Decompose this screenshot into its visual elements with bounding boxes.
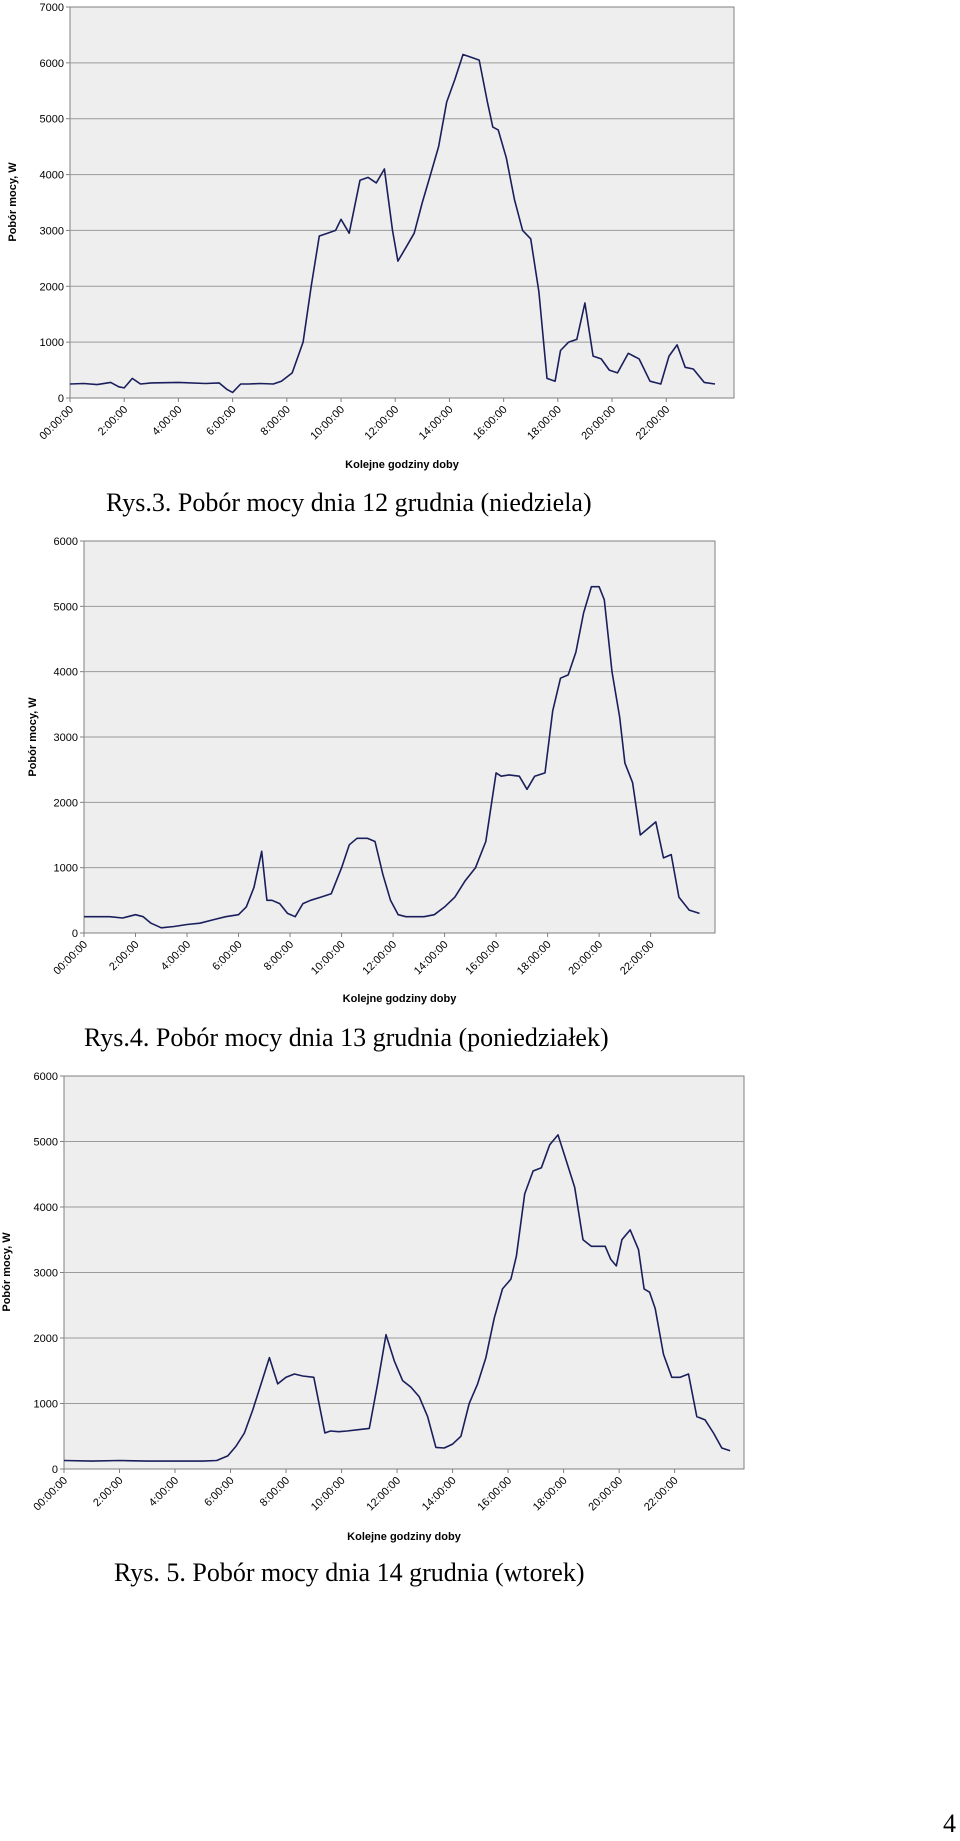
- y-tick-label: 5000: [54, 601, 78, 613]
- x-tick-label: 14:00:00: [417, 404, 456, 443]
- x-tick-label: 4:00:00: [150, 404, 184, 438]
- x-tick-label: 8:00:00: [262, 939, 296, 973]
- x-tick-label: 16:00:00: [471, 404, 510, 443]
- x-tick-label: 20:00:00: [566, 939, 605, 978]
- x-tick-label: 8:00:00: [258, 1475, 292, 1509]
- y-tick-label: 4000: [34, 1202, 58, 1214]
- x-tick-label: 00:00:00: [37, 404, 76, 443]
- power-series-line: [84, 585, 700, 929]
- chart-dec-12: 0 1000 2000 3000 4000 5000 6000 7000 00:00:00 2:0…: [0, 0, 960, 517]
- chart-caption: Rys.4. Pobór mocy dnia 13 grudnia (ponie…: [84, 1023, 609, 1052]
- x-tick-label: 20:00:00: [579, 404, 618, 443]
- y-tick-label: 4000: [40, 170, 64, 182]
- y-tick-label: 3000: [34, 1268, 58, 1280]
- x-tick-label: 10:00:00: [308, 404, 347, 443]
- x-tick-label: 12:00:00: [360, 939, 399, 978]
- x-tick-label: 6:00:00: [204, 404, 238, 438]
- x-tick-label: 18:00:00: [525, 404, 564, 443]
- x-tick-label: 12:00:00: [363, 404, 402, 443]
- x-tick-label: 00:00:00: [51, 939, 90, 978]
- x-tick-label: 4:00:00: [159, 939, 193, 973]
- plot-area: [69, 6, 735, 399]
- x-tick-label: 18:00:00: [515, 939, 554, 978]
- y-tick-label: 4000: [54, 667, 78, 679]
- x-tick-label: 18:00:00: [531, 1475, 570, 1514]
- x-tick-label: 6:00:00: [210, 939, 244, 973]
- x-tick-label: 4:00:00: [147, 1475, 181, 1509]
- y-tick-label: 6000: [54, 536, 78, 548]
- chart-svg: 0 1000 2000 3000 4000 5000 6000 00:00:00 2:00:00…: [1, 1071, 745, 1543]
- y-tick-label: 2000: [40, 281, 64, 293]
- x-axis-title: Kolejne godziny doby: [347, 1531, 462, 1543]
- x-tick-label: 16:00:00: [475, 1475, 514, 1514]
- x-tick-label: 12:00:00: [364, 1475, 403, 1514]
- y-tick-label: 6000: [40, 58, 64, 70]
- x-tick-label: 8:00:00: [258, 404, 292, 438]
- y-tick-label: 1000: [54, 863, 78, 875]
- x-tick-label: 22:00:00: [634, 404, 673, 443]
- y-tick-label: 1000: [40, 337, 64, 349]
- y-tick-label: 6000: [34, 1071, 58, 1083]
- y-tick-label: 5000: [34, 1137, 58, 1149]
- x-tick-label: 6:00:00: [202, 1475, 236, 1509]
- chart-caption: Rys. 5. Pobór mocy dnia 14 grudnia (wtor…: [114, 1558, 585, 1587]
- y-tick-label: 0: [58, 393, 64, 405]
- y-tick-label: 2000: [54, 797, 78, 809]
- power-series-line: [63, 1134, 731, 1462]
- x-tick-label: 14:00:00: [420, 1475, 459, 1514]
- x-axis-title: Kolejne godziny doby: [345, 459, 460, 471]
- power-series-line: [69, 53, 716, 394]
- x-tick-label: 10:00:00: [309, 939, 348, 978]
- y-tick-label: 1000: [34, 1399, 58, 1411]
- chart-svg: 0 1000 2000 3000 4000 5000 6000 00:00:00 2:00:00…: [27, 536, 716, 1005]
- x-tick-label: 10:00:00: [309, 1475, 348, 1514]
- x-tick-label: 2:00:00: [107, 939, 141, 973]
- chart-dec-14: 0 1000 2000 3000 4000 5000 6000 00:00:00 2:00:00…: [0, 1065, 960, 1587]
- x-tick-label: 22:00:00: [642, 1475, 681, 1514]
- y-tick-label: 0: [72, 928, 78, 940]
- y-tick-label: 2000: [34, 1333, 58, 1345]
- chart-dec-13: 0 1000 2000 3000 4000 5000 6000 00:00:00 2:00:00…: [0, 530, 960, 1052]
- chart-caption: Rys.3. Pobór mocy dnia 12 grudnia (niedz…: [106, 488, 592, 517]
- x-tick-label: 22:00:00: [618, 939, 657, 978]
- x-tick-label: 14:00:00: [412, 939, 451, 978]
- x-tick-label: 2:00:00: [91, 1475, 125, 1509]
- x-tick-label: 20:00:00: [586, 1475, 625, 1514]
- y-tick-label: 5000: [40, 114, 64, 126]
- y-tick-label: 3000: [40, 225, 64, 237]
- x-tick-label: 16:00:00: [463, 939, 502, 978]
- page-number: 4: [943, 1809, 956, 1838]
- chart-svg: 0 1000 2000 3000 4000 5000 6000 7000 00:00:00 2:0…: [7, 2, 735, 471]
- y-tick-label: 0: [52, 1464, 58, 1476]
- x-tick-label: 00:00:00: [31, 1475, 70, 1514]
- x-tick-label: 2:00:00: [96, 404, 130, 438]
- x-axis-title: Kolejne godziny doby: [343, 993, 458, 1005]
- y-axis-title: Pobór mocy, W: [1, 1232, 13, 1312]
- y-axis-title: Pobór mocy, W: [27, 697, 39, 777]
- y-tick-label: 3000: [54, 732, 78, 744]
- y-tick-label: 7000: [40, 2, 64, 14]
- y-axis-title: Pobór mocy, W: [7, 162, 19, 242]
